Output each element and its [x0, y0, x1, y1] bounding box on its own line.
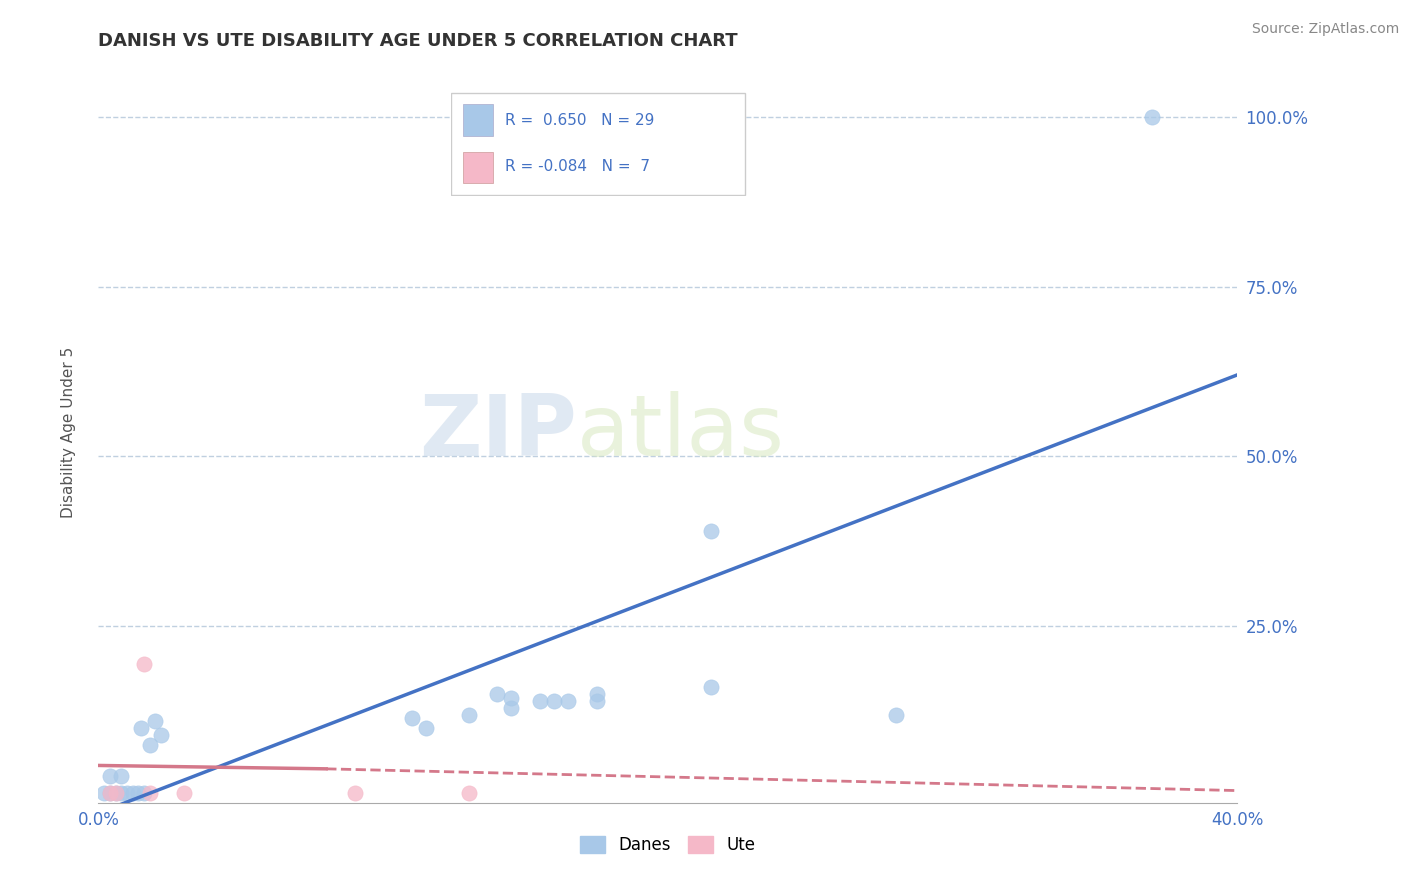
Point: [104, 786, 127, 800]
Point: [457, 786, 479, 800]
Point: [699, 681, 721, 695]
Text: R =  0.650   N = 29: R = 0.650 N = 29: [505, 112, 654, 128]
Y-axis label: Disability Age Under 5: Disability Age Under 5: [62, 347, 76, 518]
Point: [415, 721, 437, 735]
Point: [98, 786, 121, 800]
Point: [110, 786, 132, 800]
Text: Source: ZipAtlas.com: Source: ZipAtlas.com: [1251, 22, 1399, 37]
Text: DANISH VS UTE DISABILITY AGE UNDER 5 CORRELATION CHART: DANISH VS UTE DISABILITY AGE UNDER 5 COR…: [98, 32, 738, 50]
Point: [699, 524, 721, 538]
Legend: Danes, Ute: Danes, Ute: [574, 830, 762, 861]
Bar: [464, 104, 494, 136]
Point: [115, 786, 138, 800]
Point: [138, 786, 160, 800]
Point: [121, 786, 143, 800]
Point: [501, 700, 523, 714]
Point: [145, 714, 167, 729]
Point: [457, 707, 479, 722]
Point: [585, 694, 607, 708]
Text: atlas: atlas: [576, 391, 785, 475]
FancyBboxPatch shape: [451, 93, 745, 194]
Point: [501, 690, 523, 705]
Text: R = -0.084   N =  7: R = -0.084 N = 7: [505, 159, 650, 174]
Point: [1140, 110, 1163, 124]
Point: [486, 687, 509, 701]
Point: [585, 687, 607, 701]
Point: [138, 738, 160, 752]
Point: [401, 711, 423, 725]
Point: [129, 721, 152, 735]
Point: [884, 707, 907, 722]
Point: [127, 786, 149, 800]
Point: [132, 657, 155, 671]
Point: [529, 694, 551, 708]
Point: [173, 786, 195, 800]
Point: [110, 769, 132, 783]
Point: [543, 694, 565, 708]
Point: [150, 728, 173, 742]
Point: [104, 786, 127, 800]
Bar: [464, 153, 494, 183]
Point: [98, 786, 121, 800]
Point: [132, 786, 155, 800]
Point: [93, 786, 115, 800]
Point: [557, 694, 579, 708]
Point: [343, 786, 366, 800]
Point: [98, 769, 121, 783]
Text: ZIP: ZIP: [419, 391, 576, 475]
